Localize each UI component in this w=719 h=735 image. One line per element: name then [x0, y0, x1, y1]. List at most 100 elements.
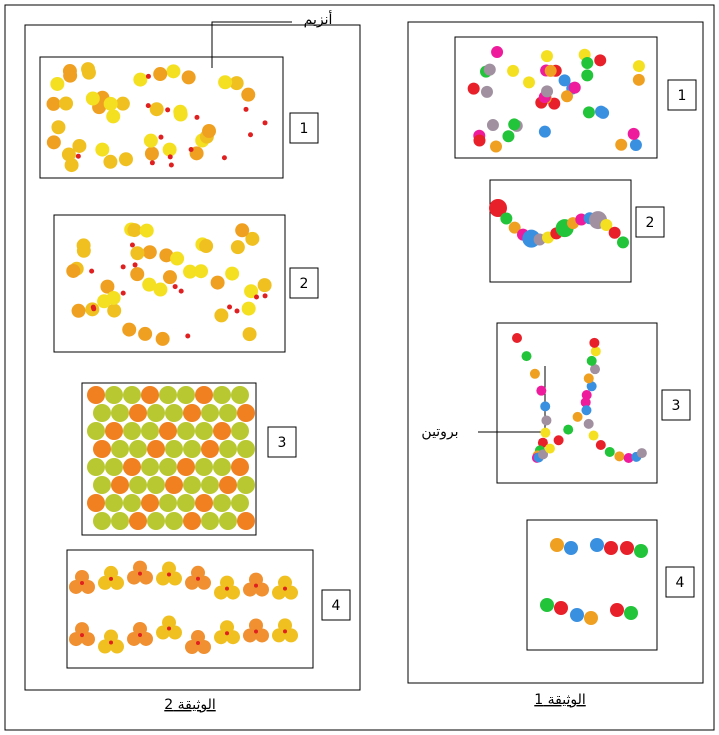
molecule [75, 153, 81, 159]
molecule [165, 440, 183, 458]
molecule [111, 404, 129, 422]
molecule [226, 585, 240, 600]
molecule [196, 576, 200, 581]
molecule [254, 583, 258, 588]
molecule [111, 512, 129, 530]
molecule [221, 155, 227, 161]
protein-label: بروتين [421, 424, 458, 440]
molecule [87, 422, 105, 440]
molecule [195, 494, 213, 512]
molecule [608, 226, 621, 239]
panel-box [66, 549, 314, 669]
molecule [123, 386, 141, 404]
panel-label-box [661, 389, 691, 421]
molecule [100, 279, 115, 294]
molecule [167, 572, 171, 577]
molecule [165, 404, 183, 422]
molecule [141, 494, 159, 512]
molecule [139, 570, 153, 585]
molecule [600, 218, 613, 231]
molecule [138, 632, 142, 637]
molecule [620, 541, 634, 555]
molecule [118, 152, 133, 167]
molecule [617, 236, 629, 249]
molecule [147, 440, 165, 458]
molecule [110, 575, 124, 590]
molecule [168, 625, 182, 640]
molecule [581, 56, 594, 69]
panel-label: 1 [678, 88, 687, 104]
molecule [201, 440, 219, 458]
molecule [544, 64, 557, 77]
molecule [129, 476, 147, 494]
molecule [183, 476, 201, 494]
molecule [582, 106, 595, 119]
molecule [486, 119, 499, 132]
molecule [195, 422, 213, 440]
panel-label: 1 [300, 121, 309, 137]
molecule [93, 476, 111, 494]
panel-label: 4 [332, 598, 341, 614]
molecule [61, 147, 76, 162]
molecule [177, 458, 195, 476]
molecule [145, 103, 151, 109]
molecule [120, 290, 126, 296]
molecule [129, 404, 147, 422]
molecule [183, 512, 201, 530]
molecule [133, 72, 148, 87]
molecule [210, 275, 225, 290]
molecule [201, 512, 219, 530]
molecule [149, 160, 155, 166]
molecule [195, 458, 213, 476]
molecule [225, 631, 229, 636]
molecule [147, 404, 165, 422]
molecule [229, 76, 244, 91]
molecule [283, 586, 287, 591]
molecule [195, 386, 213, 404]
molecule [237, 404, 255, 422]
molecule [162, 142, 177, 157]
molecule [87, 494, 105, 512]
molecule [141, 458, 159, 476]
molecule [123, 494, 141, 512]
molecule [214, 630, 228, 645]
molecule [540, 50, 553, 63]
molecule [185, 639, 199, 654]
molecule [194, 114, 200, 120]
molecule [219, 440, 237, 458]
pointer-line [211, 21, 292, 68]
molecule [500, 212, 513, 225]
molecule [231, 458, 249, 476]
molecule [127, 223, 142, 238]
molecule [563, 424, 574, 435]
molecule [142, 277, 157, 292]
molecule [560, 90, 573, 103]
molecule [173, 107, 188, 122]
molecule [129, 440, 147, 458]
panel-box [454, 36, 658, 159]
molecule [262, 120, 268, 126]
molecule [540, 598, 554, 612]
molecule [581, 69, 594, 82]
molecule [122, 322, 137, 337]
molecule [105, 422, 123, 440]
molecule [110, 639, 124, 654]
molecule [139, 631, 153, 646]
molecule [129, 242, 135, 248]
molecule [59, 96, 74, 111]
molecule [283, 629, 287, 634]
molecule [237, 440, 255, 458]
molecule [610, 603, 624, 617]
molecule [634, 544, 648, 558]
molecule [548, 97, 561, 110]
molecule [572, 411, 583, 422]
molecule [188, 146, 194, 152]
molecule [69, 579, 83, 594]
molecule [69, 632, 83, 647]
molecule [508, 118, 521, 131]
molecule [138, 326, 153, 341]
molecule [629, 138, 642, 151]
molecule [558, 74, 571, 87]
molecule [529, 368, 540, 379]
